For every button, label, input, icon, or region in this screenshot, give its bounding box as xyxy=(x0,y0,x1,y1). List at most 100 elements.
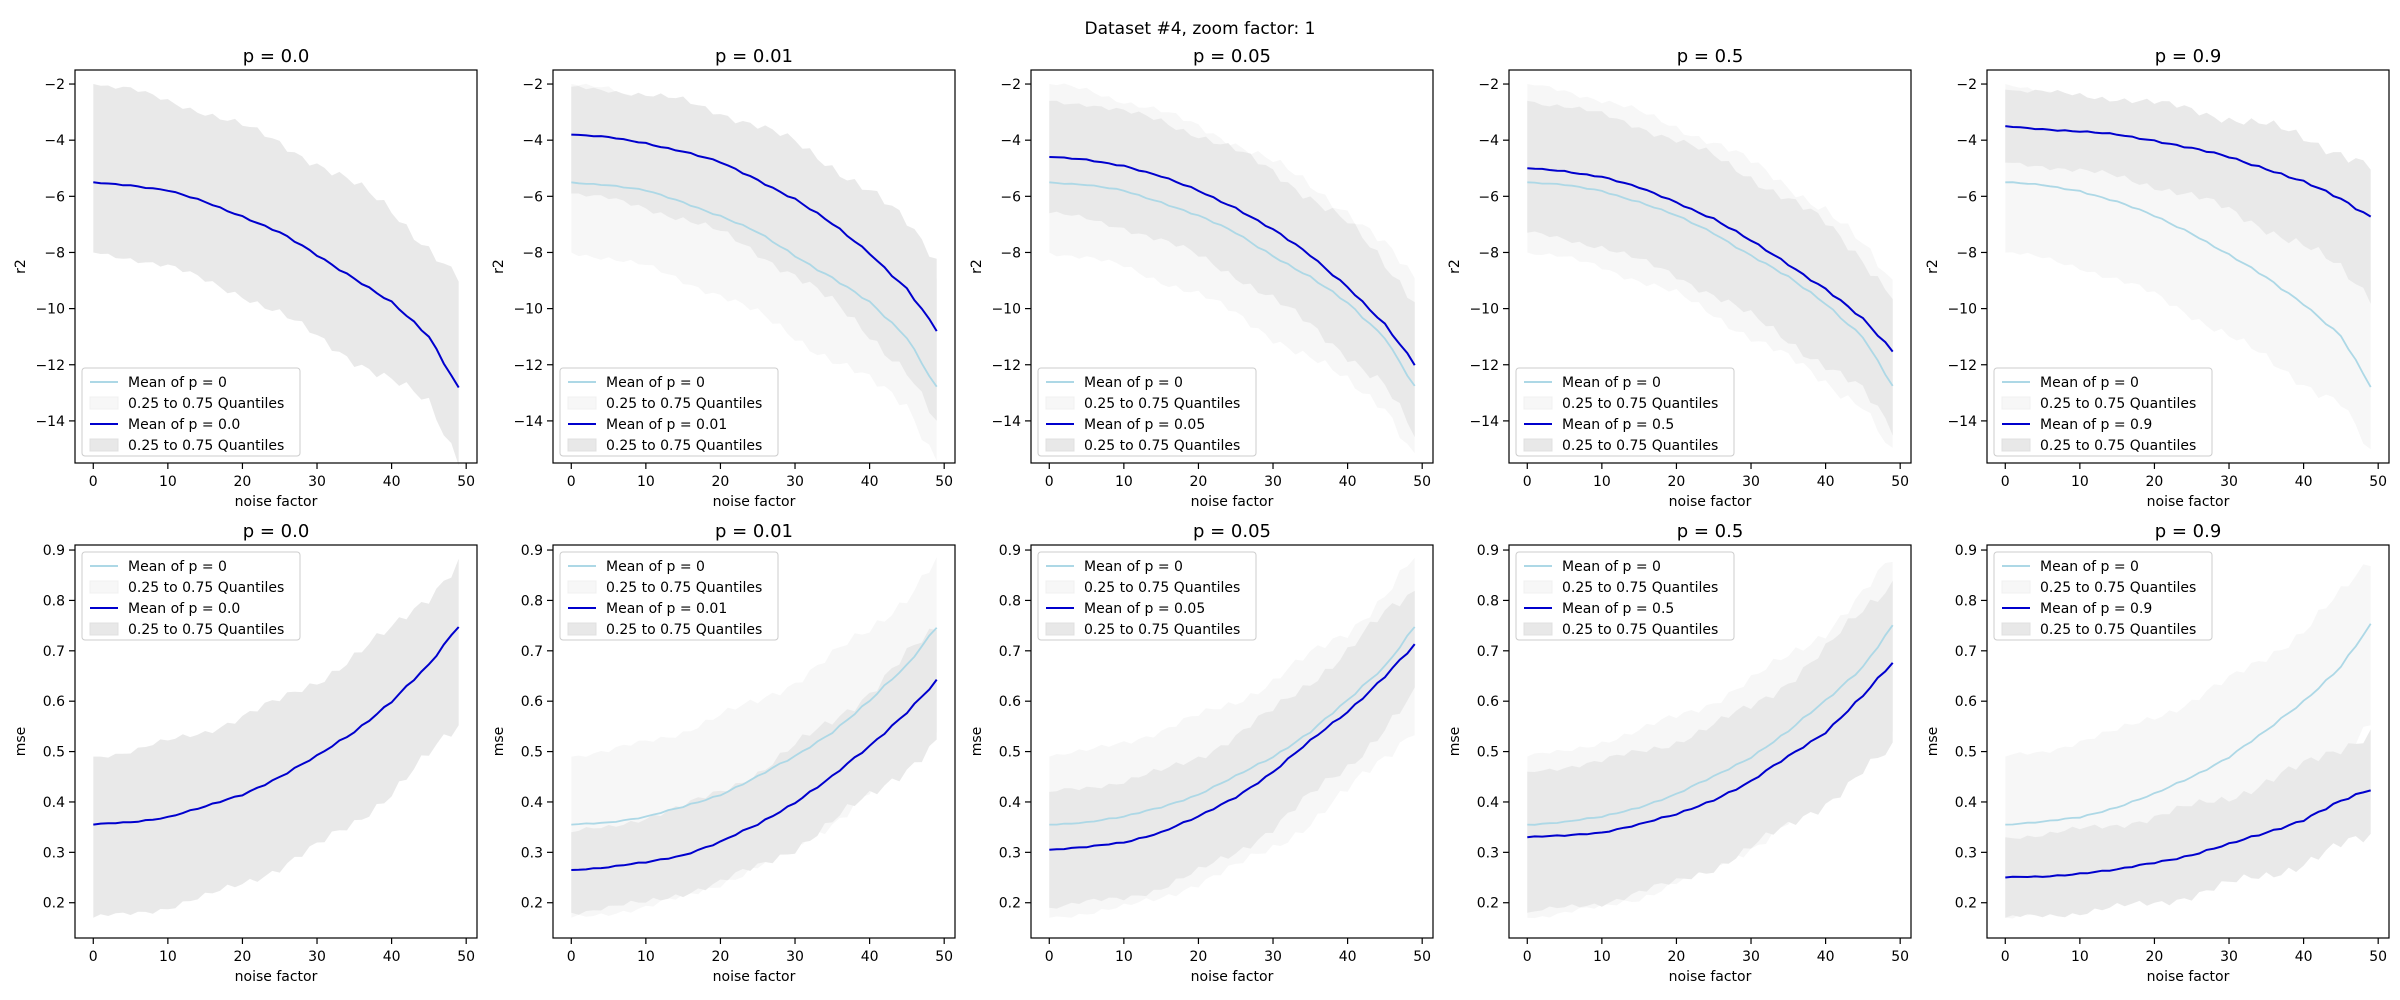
x-tick-label: 30 xyxy=(1742,474,1760,490)
x-tick-label: 20 xyxy=(2146,949,2164,965)
baseline-mean-line xyxy=(571,181,938,388)
y-tick-label: 0.4 xyxy=(999,795,1021,811)
y-tick-label: −10 xyxy=(35,302,65,318)
x-tick-label: 0 xyxy=(1523,474,1532,490)
mean-line xyxy=(571,133,938,332)
x-tick-label: 30 xyxy=(786,949,804,965)
x-tick-label: 10 xyxy=(637,949,655,965)
y-tick-label: −2 xyxy=(1478,77,1499,93)
x-tick-label: 50 xyxy=(935,949,953,965)
legend-band-swatch xyxy=(1523,622,1553,636)
legend-entry: Mean of p = 0.5 xyxy=(1562,601,1674,617)
x-tick-label: 30 xyxy=(2220,949,2238,965)
x-axis-label: noise factor xyxy=(235,969,318,985)
legend-band-swatch xyxy=(2001,396,2031,410)
y-axis-label: mse xyxy=(969,727,985,757)
subplot-title: p = 0.0 xyxy=(243,521,310,542)
y-tick-label: −14 xyxy=(1947,414,1977,430)
subplot: 0 10 20 30 40 50 0.2 0.3 0.4 0.5 0.6 0.7 0.8 0.9 p = 0… xyxy=(1925,521,2390,985)
legend-entry: Mean of p = 0 xyxy=(1084,375,1183,391)
legend-band-swatch xyxy=(567,622,597,636)
y-tick-label: 0.7 xyxy=(43,644,65,660)
legend-band-swatch xyxy=(1523,396,1553,410)
y-tick-label: 0.2 xyxy=(43,896,65,912)
y-axis-label: r2 xyxy=(1447,259,1463,274)
legend-band-swatch xyxy=(567,396,597,410)
legend: Mean of p = 0 0.25 to 0.75 Quantiles Mean … xyxy=(1993,551,2213,641)
axes-frame xyxy=(1030,544,1434,939)
y-tick-label: −4 xyxy=(1000,133,1021,149)
legend-entry: 0.25 to 0.75 Quantiles xyxy=(128,438,284,454)
x-tick-label: 0 xyxy=(1045,474,1054,490)
x-tick-label: 40 xyxy=(861,949,879,965)
x-tick-label: 40 xyxy=(1817,949,1835,965)
y-tick-label: −8 xyxy=(1000,245,1021,261)
y-tick-label: 0.9 xyxy=(1955,543,1977,559)
y-axis-label: r2 xyxy=(491,259,507,274)
x-axis-label: noise factor xyxy=(1191,494,1274,510)
legend-frame xyxy=(1515,551,1735,641)
legend-entry: 0.25 to 0.75 Quantiles xyxy=(1562,580,1718,596)
y-tick-label: 0.8 xyxy=(1477,593,1499,609)
axes-frame xyxy=(1986,544,2390,939)
legend-entry: 0.25 to 0.75 Quantiles xyxy=(2040,438,2196,454)
x-tick-label: 20 xyxy=(2146,474,2164,490)
x-tick-label: 0 xyxy=(2001,949,2010,965)
y-tick-label: −6 xyxy=(44,189,65,205)
x-tick-label: 50 xyxy=(1413,474,1431,490)
y-tick-label: 0.8 xyxy=(1955,593,1977,609)
x-tick-label: 30 xyxy=(308,474,326,490)
legend-entry: 0.25 to 0.75 Quantiles xyxy=(2040,622,2196,638)
mean-line xyxy=(1527,662,1894,839)
x-tick-label: 0 xyxy=(1523,949,1532,965)
x-tick-label: 0 xyxy=(89,474,98,490)
axes-frame xyxy=(1508,544,1912,939)
y-tick-label: 0.9 xyxy=(1477,543,1499,559)
x-tick-label: 20 xyxy=(1668,474,1686,490)
mean-line xyxy=(1527,167,1894,353)
y-tick-label: 0.2 xyxy=(999,896,1021,912)
x-tick-label: 30 xyxy=(308,949,326,965)
x-tick-label: 20 xyxy=(234,474,252,490)
x-axis-label: noise factor xyxy=(1191,969,1274,985)
y-tick-label: −4 xyxy=(44,133,65,149)
x-axis-label: noise factor xyxy=(2147,969,2230,985)
y-tick-label: −10 xyxy=(991,302,1021,318)
baseline-mean-line xyxy=(2005,181,2372,388)
axes-frame xyxy=(1508,69,1912,464)
x-tick-label: 40 xyxy=(861,474,879,490)
axes-frame xyxy=(74,544,478,939)
legend-entry: Mean of p = 0 xyxy=(1562,559,1661,575)
baseline-mean-line xyxy=(1049,626,1416,826)
quantile-band xyxy=(1049,100,1415,438)
legend-entry: Mean of p = 0.01 xyxy=(606,417,727,433)
legend-entry: 0.25 to 0.75 Quantiles xyxy=(606,438,762,454)
x-tick-label: 40 xyxy=(383,474,401,490)
x-tick-label: 50 xyxy=(457,949,475,965)
y-tick-label: −14 xyxy=(991,414,1021,430)
subplot-title: p = 0.9 xyxy=(2155,46,2222,67)
x-tick-label: 10 xyxy=(1593,949,1611,965)
legend-entry: 0.25 to 0.75 Quantiles xyxy=(1562,396,1718,412)
y-tick-label: 0.4 xyxy=(43,795,65,811)
subplot: 0 10 20 30 40 50 0.2 0.3 0.4 0.5 0.6 0.7 0.8 0.9 p = 0… xyxy=(13,521,478,985)
x-tick-label: 40 xyxy=(1817,474,1835,490)
x-tick-label: 10 xyxy=(2071,474,2089,490)
quantile-band xyxy=(93,558,459,918)
y-tick-label: −14 xyxy=(1469,414,1499,430)
legend-entry: 0.25 to 0.75 Quantiles xyxy=(606,622,762,638)
legend-entry: Mean of p = 0 xyxy=(2040,375,2139,391)
y-tick-label: 0.3 xyxy=(1955,845,1977,861)
x-tick-label: 40 xyxy=(1339,474,1357,490)
x-tick-label: 40 xyxy=(2295,474,2313,490)
subplot-title: p = 0.0 xyxy=(243,46,310,67)
y-tick-label: 0.3 xyxy=(521,845,543,861)
legend-entry: 0.25 to 0.75 Quantiles xyxy=(606,396,762,412)
legend-entry: Mean of p = 0.0 xyxy=(128,417,240,433)
legend-entry: Mean of p = 0.0 xyxy=(128,601,240,617)
quantile-band xyxy=(571,86,937,421)
subplot-title: p = 0.5 xyxy=(1677,521,1744,542)
y-tick-label: −8 xyxy=(44,245,65,261)
axes-frame xyxy=(1030,69,1434,464)
y-tick-label: 0.9 xyxy=(521,543,543,559)
